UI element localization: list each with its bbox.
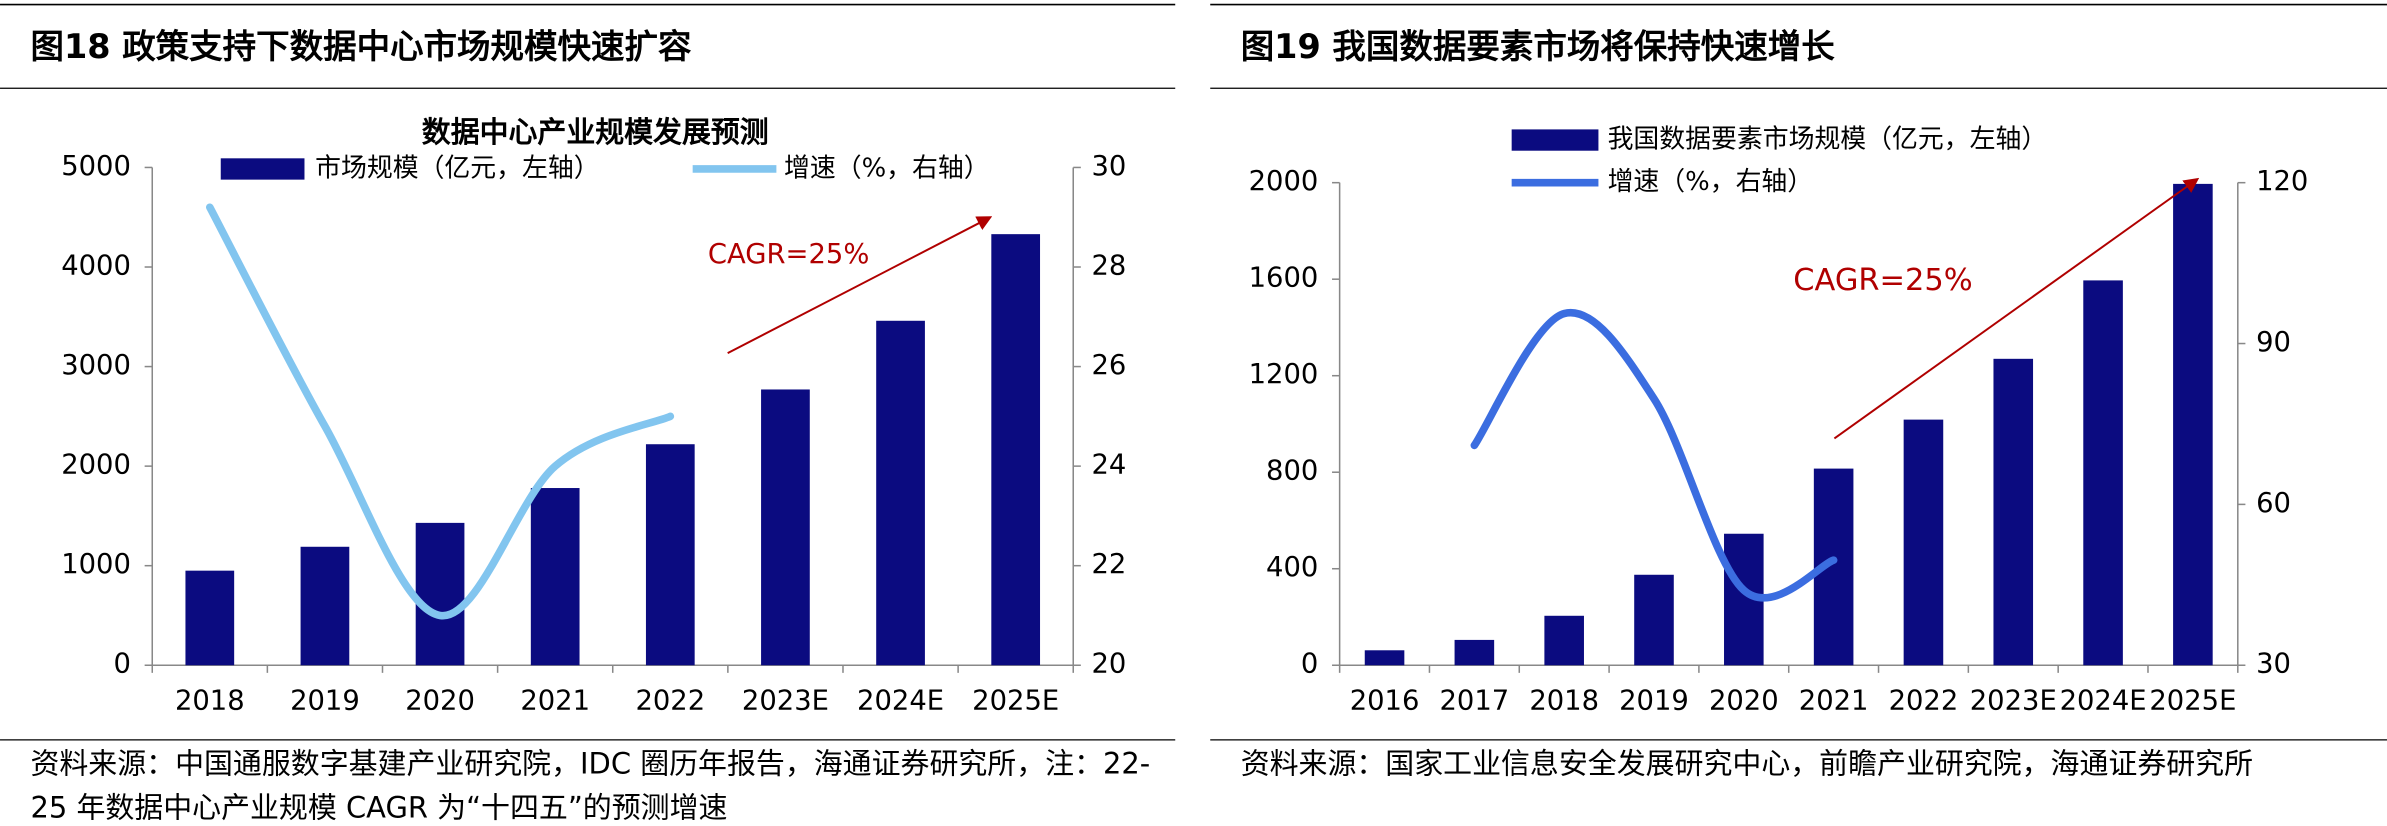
chart-title: 数据中心产业规模发展预测 [422, 115, 769, 149]
y-tick-label: 1200 [1249, 359, 1319, 390]
bar [1364, 650, 1405, 666]
bar [1544, 615, 1584, 666]
bar [645, 444, 695, 666]
figure-title: 图18 政策支持下数据中心市场规模快速扩容 [30, 27, 691, 66]
bar [300, 546, 350, 666]
y2-tick-label: 20 [1092, 649, 1127, 680]
figure-title: 图19 我国数据要素市场将保持快速增长 [1241, 27, 1836, 66]
y2-tick-label: 60 [2256, 488, 2291, 519]
bar [1903, 419, 1944, 666]
x-tick-label: 2020 [1709, 685, 1779, 716]
legend-label: 市场规模（亿元，左轴） [315, 153, 599, 183]
x-tick-label: 2018 [175, 685, 245, 716]
y-tick-label: 0 [113, 649, 130, 680]
y-tick-label: 0 [1301, 649, 1318, 680]
x-tick-label: 2017 [1440, 685, 1510, 716]
legend-swatch [1511, 129, 1599, 151]
x-tick-label: 2022 [1889, 685, 1959, 716]
bar [1993, 358, 2034, 666]
bar [185, 570, 235, 666]
y-tick-label: 1600 [1249, 263, 1319, 294]
legend-label: 增速（%，右轴） [1608, 167, 1814, 197]
y2-tick-label: 22 [1092, 549, 1127, 580]
y-tick-label: 800 [1266, 456, 1318, 487]
y2-tick-label: 24 [1092, 450, 1127, 481]
y-tick-label: 1000 [61, 549, 131, 580]
x-tick-label: 2021 [520, 685, 590, 716]
chart: 图19 我国数据要素市场将保持快速增长 0 400 800 1200 1600 2000 30… [1240, 27, 2309, 781]
y2-tick-label: 30 [2256, 649, 2291, 680]
source-box: 资料来源：国家工业信息安全发展研究中心，前瞻产业研究院，海通证券研究所 [1240, 747, 2254, 781]
x-tick-label: 2018 [1529, 685, 1599, 716]
y2-tick-label: 90 [2256, 327, 2291, 358]
bar [2173, 183, 2213, 666]
line [206, 203, 675, 620]
y-tick-label: 3000 [61, 350, 131, 381]
x-tick-label: 2019 [1619, 685, 1689, 716]
y2-tick-label: 28 [1092, 251, 1127, 282]
legend-swatch [220, 158, 305, 180]
source-note: 资料来源：中国通服数字基建产业研究院，IDC 圈历年报告，海通证券研究所，注：2… [30, 747, 1151, 826]
bar [2083, 280, 2123, 666]
y-tick-label: 5000 [61, 151, 131, 182]
bar [761, 389, 810, 666]
source-box: 资料来源：中国通服数字基建产业研究院，IDC 圈历年报告，海通证券研究所，注：2… [30, 747, 1151, 826]
y-tick-label: 2000 [61, 450, 131, 481]
cagr-arrow [1833, 177, 2200, 440]
legend-label: 我国数据要素市场规模（亿元，左轴） [1608, 125, 2048, 155]
x-tick-label: 2025E [2149, 685, 2236, 716]
bar [415, 522, 465, 666]
source-note: 资料来源：国家工业信息安全发展研究中心，前瞻产业研究院，海通证券研究所 [1240, 747, 2254, 781]
y2-tick-label: 26 [1092, 350, 1127, 381]
y-tick-label: 400 [1266, 552, 1318, 583]
x-tick-label: 2023E [1970, 685, 2057, 716]
x-tick-label: 2022 [635, 685, 705, 716]
legend-label: 增速（%，右轴） [784, 153, 990, 183]
cagr-arrow [727, 216, 993, 355]
bar [530, 488, 580, 666]
x-tick-label: 2019 [290, 685, 360, 716]
annotation: CAGR=25% [1793, 263, 1972, 298]
annotation: CAGR=25% [708, 239, 869, 270]
x-tick-label: 2024E [857, 685, 944, 716]
y2-tick-label: 30 [1092, 151, 1127, 182]
bar [991, 234, 1041, 666]
y-tick-label: 4000 [61, 251, 131, 282]
y-tick-label: 2000 [1249, 166, 1319, 197]
x-tick-label: 2021 [1799, 685, 1869, 716]
x-tick-label: 2025E [972, 685, 1059, 716]
x-tick-label: 2016 [1350, 685, 1420, 716]
x-tick-label: 2024E [2060, 685, 2147, 716]
x-tick-label: 2020 [405, 685, 475, 716]
line [1470, 308, 1838, 602]
bar [1454, 639, 1495, 666]
y2-tick-label: 120 [2256, 166, 2308, 197]
x-tick-label: 2023E [742, 685, 829, 716]
bar [876, 320, 925, 666]
bar [1634, 574, 1674, 666]
